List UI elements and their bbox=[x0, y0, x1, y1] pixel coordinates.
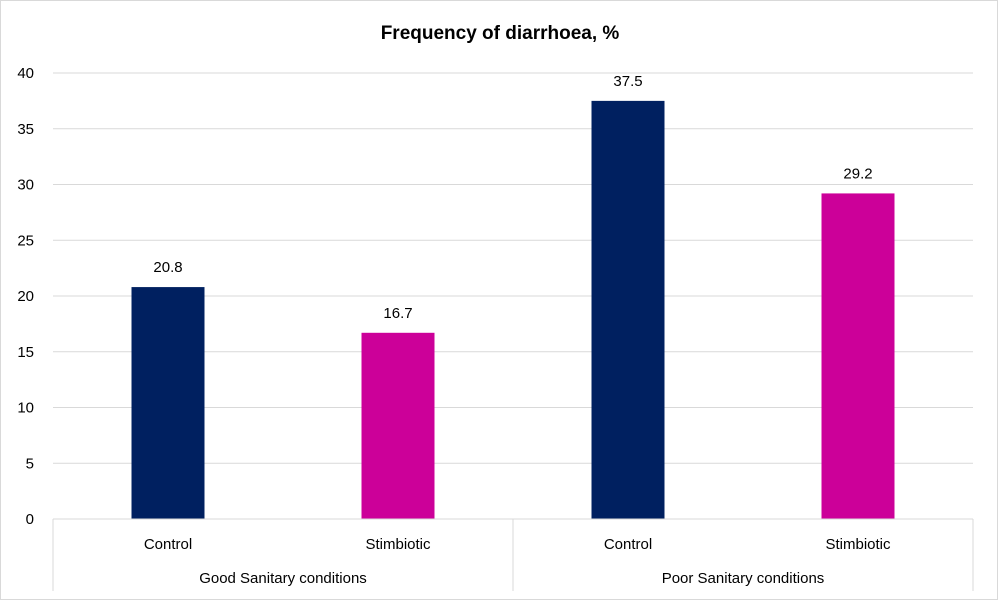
y-tick-label-15: 15 bbox=[17, 344, 34, 361]
y-tick-label-40: 40 bbox=[17, 65, 34, 82]
data-label-3: 37.5 bbox=[613, 73, 642, 90]
bar-3 bbox=[591, 100, 665, 519]
y-tick-label-10: 10 bbox=[17, 400, 34, 417]
x-axis bbox=[52, 518, 974, 591]
data-label-1: 20.8 bbox=[153, 259, 182, 276]
category-label-2: Stimbiotic bbox=[365, 536, 431, 553]
y-tick-label-20: 20 bbox=[17, 288, 34, 305]
bars bbox=[131, 100, 895, 520]
gridlines bbox=[53, 72, 973, 464]
chart-title: Frequency of diarrhoea, % bbox=[381, 23, 620, 44]
data-label-4: 29.2 bbox=[843, 165, 872, 182]
bar-2 bbox=[361, 332, 435, 519]
y-tick-label-35: 35 bbox=[17, 121, 34, 138]
data-label-2: 16.7 bbox=[383, 305, 412, 322]
category-label-4: Stimbiotic bbox=[825, 536, 891, 553]
bar-4 bbox=[821, 193, 895, 520]
x-axis-category-labels: Control Stimbiotic Control Stimbiotic bbox=[144, 536, 891, 553]
category-label-3: Control bbox=[604, 536, 652, 553]
y-tick-label-25: 25 bbox=[17, 232, 34, 249]
group-label-2: Poor Sanitary conditions bbox=[662, 570, 825, 587]
bar-1 bbox=[131, 287, 205, 519]
group-label-1: Good Sanitary conditions bbox=[199, 570, 367, 587]
y-axis-tick-labels: 0 5 10 15 20 25 30 35 40 bbox=[17, 65, 34, 528]
data-labels: 20.8 16.7 37.5 29.2 bbox=[153, 73, 872, 322]
y-tick-label-30: 30 bbox=[17, 177, 34, 194]
category-label-1: Control bbox=[144, 536, 192, 553]
y-tick-label-5: 5 bbox=[26, 455, 34, 472]
y-tick-label-0: 0 bbox=[26, 511, 34, 528]
x-axis-group-labels: Good Sanitary conditions Poor Sanitary co… bbox=[199, 570, 824, 587]
